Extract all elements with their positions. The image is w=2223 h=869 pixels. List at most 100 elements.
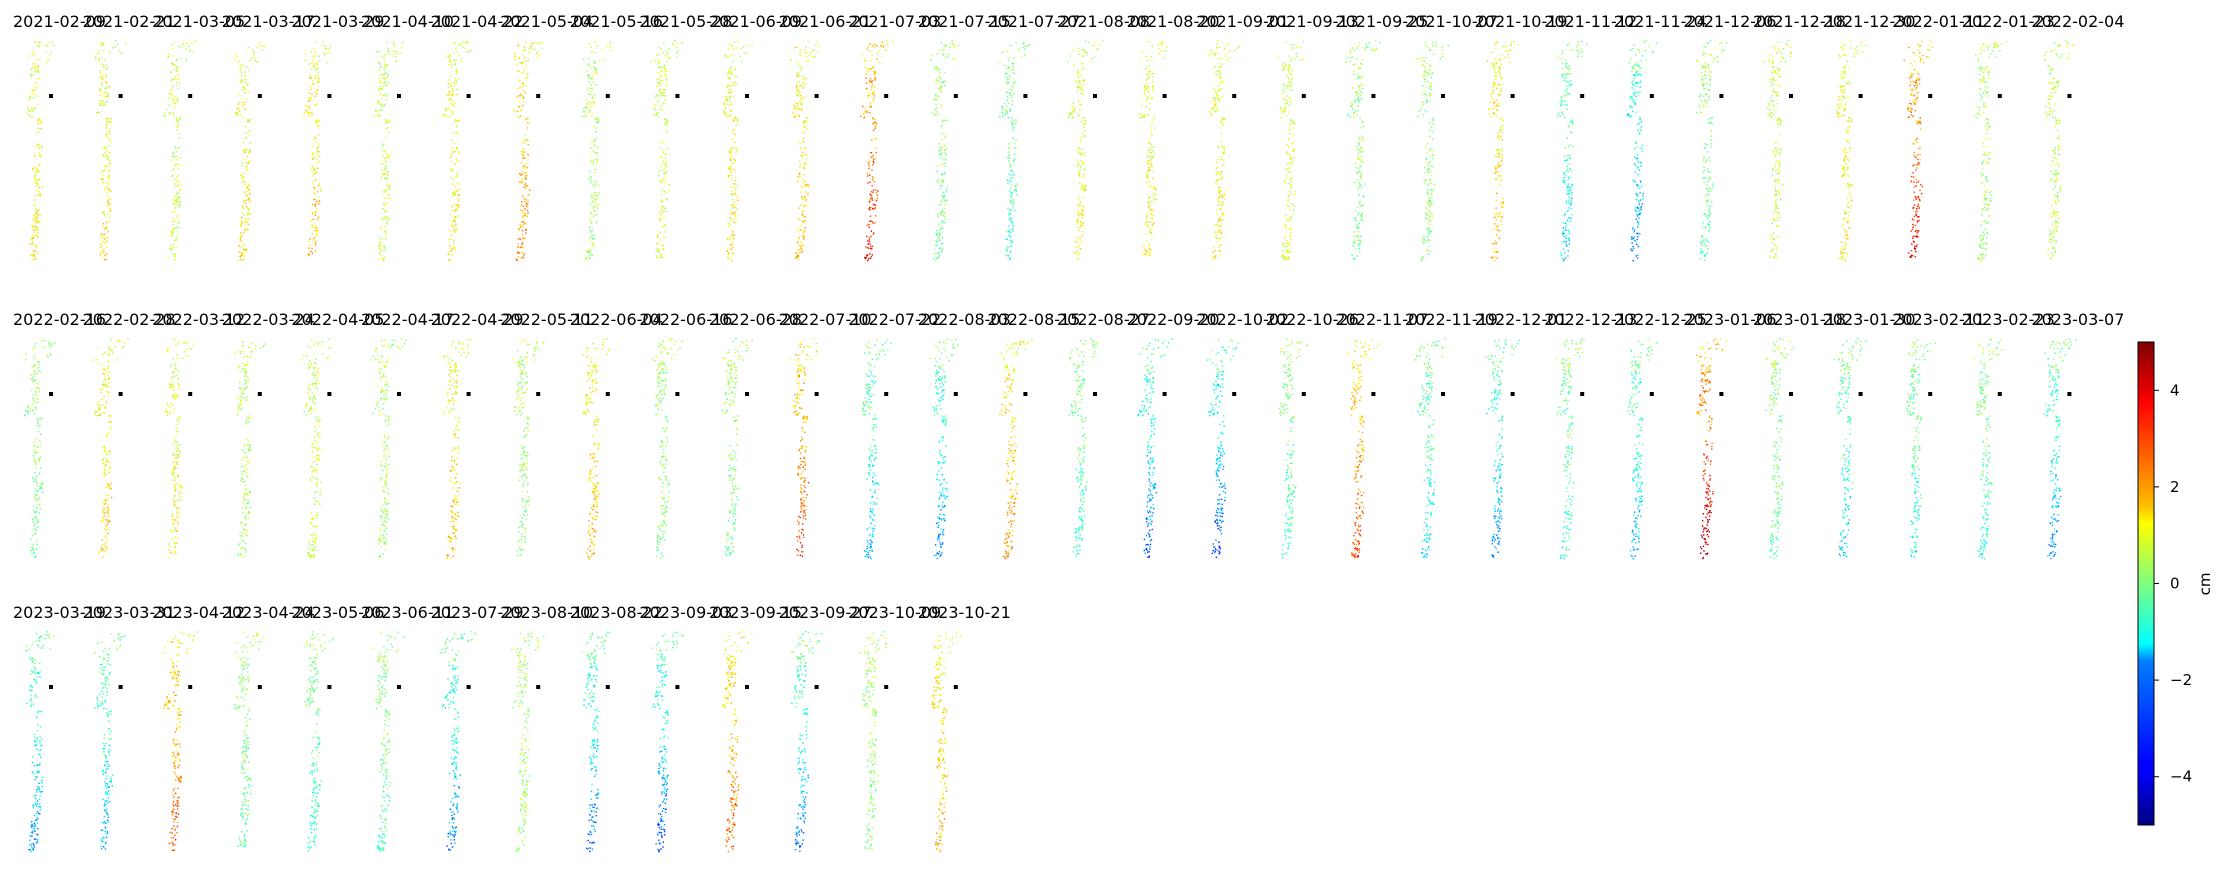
data-point (447, 94, 448, 95)
data-point (29, 111, 30, 112)
data-point (1494, 213, 1495, 214)
data-point (34, 63, 35, 64)
data-point (872, 80, 873, 81)
data-point (1220, 141, 1221, 142)
data-point (1139, 113, 1140, 114)
data-point (938, 216, 939, 217)
data-point (1355, 220, 1356, 221)
data-point (1572, 132, 1573, 133)
data-point (941, 126, 942, 127)
data-point (177, 97, 178, 98)
data-point (1428, 228, 1429, 229)
data-point (1017, 183, 1018, 184)
data-point (449, 64, 450, 65)
data-point (946, 120, 947, 121)
data-point (731, 73, 732, 74)
data-point (1224, 198, 1225, 199)
data-point (1218, 147, 1219, 148)
data-point (1425, 162, 1426, 163)
data-point (1565, 90, 1566, 91)
data-point (396, 60, 397, 61)
data-point (1497, 136, 1498, 137)
data-point (790, 60, 791, 61)
data-point (307, 254, 308, 255)
data-point (1509, 61, 1510, 62)
data-point (104, 239, 105, 240)
data-point (514, 56, 515, 57)
data-point (591, 161, 592, 162)
data-point (1425, 42, 1426, 43)
data-point (1080, 88, 1081, 89)
data-point (107, 159, 108, 160)
data-point (326, 62, 327, 63)
data-point (796, 88, 797, 89)
data-point (1010, 166, 1011, 167)
data-point (102, 250, 103, 251)
data-point (801, 196, 802, 197)
data-point (177, 199, 178, 200)
data-point (603, 59, 604, 60)
panel-points (1416, 42, 1449, 261)
data-point (733, 238, 734, 239)
data-point (735, 68, 736, 69)
data-point (521, 151, 522, 152)
data-point (249, 149, 250, 150)
data-point (1221, 83, 1222, 84)
data-point (1006, 110, 1007, 111)
data-point (798, 86, 799, 87)
data-point (1212, 256, 1213, 257)
data-point (1429, 172, 1430, 173)
data-point (590, 182, 591, 183)
data-point (1358, 167, 1359, 168)
data-point (521, 171, 522, 172)
data-point (1216, 162, 1217, 163)
data-point (542, 48, 543, 49)
data-point (1079, 183, 1080, 184)
data-point (317, 233, 318, 234)
data-point (1289, 89, 1290, 90)
data-point (34, 232, 35, 233)
data-point (869, 174, 870, 175)
data-point (451, 111, 452, 112)
data-point (174, 240, 175, 241)
data-point (377, 111, 378, 112)
data-point (658, 79, 659, 80)
data-point (1083, 152, 1084, 153)
data-point (1008, 82, 1009, 83)
data-point (180, 183, 181, 184)
data-point (1565, 77, 1566, 78)
data-point (731, 70, 732, 71)
data-point (1502, 148, 1503, 149)
data-point (1565, 257, 1566, 258)
data-point (239, 94, 240, 95)
data-point (1357, 235, 1358, 236)
data-point (1216, 47, 1217, 48)
data-point (1491, 64, 1492, 65)
data-point (1078, 115, 1079, 116)
data-point (731, 204, 732, 205)
data-point (1563, 260, 1564, 261)
data-point (531, 45, 532, 46)
data-point (308, 255, 309, 256)
data-point (314, 239, 315, 240)
data-point (1221, 171, 1222, 172)
data-point (731, 249, 732, 250)
data-point (594, 152, 595, 153)
data-point (596, 192, 597, 193)
data-point (938, 205, 939, 206)
data-point (798, 259, 799, 260)
data-point (240, 259, 241, 260)
data-point (314, 199, 315, 200)
data-point (1221, 96, 1222, 97)
data-point (583, 111, 584, 112)
panel: 2021-02-09 (13, 12, 106, 261)
data-point (1353, 64, 1354, 65)
data-point (943, 49, 944, 50)
data-point (799, 161, 800, 162)
data-point (245, 88, 246, 89)
data-point (1152, 211, 1153, 212)
data-point (1293, 161, 1294, 162)
data-point (523, 50, 524, 51)
data-point (178, 207, 179, 208)
data-point (803, 244, 804, 245)
